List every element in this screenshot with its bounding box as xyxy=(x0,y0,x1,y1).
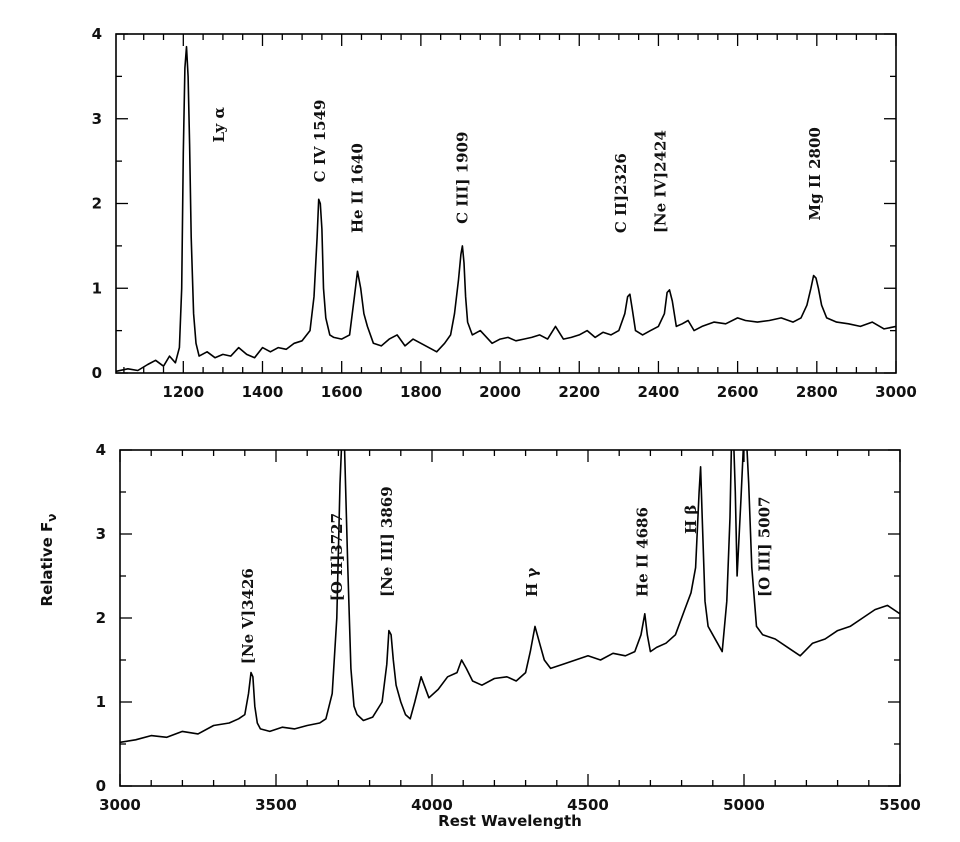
x-tick-label: 5500 xyxy=(879,796,921,814)
emission-line-label: He II 4686 xyxy=(634,507,652,597)
emission-line-label: C IV 1549 xyxy=(311,100,329,183)
y-tick-label: 3 xyxy=(96,525,106,543)
plot-frame xyxy=(119,449,901,787)
x-tick-label: 2000 xyxy=(479,383,521,401)
emission-line-label: Ly α xyxy=(210,107,228,143)
x-tick-label: 5000 xyxy=(723,796,765,814)
x-tick-label: 1200 xyxy=(162,383,204,401)
emission-line-label: Mg II 2800 xyxy=(806,127,824,220)
y-tick-label: 0 xyxy=(92,364,102,382)
emission-line-label: H γ xyxy=(523,568,541,597)
y-tick-label: 4 xyxy=(96,441,106,459)
emission-line-label: H β xyxy=(682,505,700,534)
y-tick-label: 1 xyxy=(92,279,102,297)
bottom-spectrum-panel: 3000 3500 4000 4500 5000 5500 0 1 2 3 4 [Ne V]3426 [… xyxy=(96,441,921,814)
x-tick-label: 1600 xyxy=(321,383,363,401)
y-tick-label: 1 xyxy=(96,693,106,711)
emission-line-label: [O III] 5007 xyxy=(755,496,773,597)
emission-line-label: C III] 1909 xyxy=(453,132,471,224)
spectrum-line xyxy=(116,45,896,373)
emission-line-label: [Ne IV]2424 xyxy=(651,130,669,233)
x-tick-label: 2200 xyxy=(558,383,600,401)
emission-line-label: He II 1640 xyxy=(349,143,367,233)
x-tick-label: 2600 xyxy=(717,383,759,401)
x-tick-label: 2800 xyxy=(796,383,838,401)
spectrum-line xyxy=(120,450,900,744)
emission-line-label: [Ne III] 3869 xyxy=(378,486,396,597)
emission-line-label: C II]2326 xyxy=(612,153,630,233)
x-tick-label: 4500 xyxy=(567,796,609,814)
y-axis-title-subscript: ν xyxy=(45,514,59,522)
y-axis-title: Relative Fν xyxy=(38,514,59,607)
x-axis-title: Rest Wavelength xyxy=(438,812,582,830)
y-tick-label: 3 xyxy=(92,110,102,128)
y-axis-title-main: Relative F xyxy=(38,522,56,607)
x-tick-label: 3500 xyxy=(255,796,297,814)
x-tick-label: 1400 xyxy=(242,383,284,401)
plot-frame xyxy=(115,33,897,374)
x-tick-label: 3000 xyxy=(875,383,917,401)
emission-line-label: [Ne V]3426 xyxy=(239,568,257,664)
emission-line-label: [O II]3727 xyxy=(328,513,346,601)
x-tick-label: 1800 xyxy=(400,383,442,401)
x-tick-label: 4000 xyxy=(411,796,453,814)
top-spectrum-panel: 1200 1400 1600 1800 2000 2200 2400 2600 2800 3000… xyxy=(92,25,917,401)
y-tick-label: 0 xyxy=(96,777,106,795)
y-tick-label: 2 xyxy=(92,195,102,213)
y-tick-label: 4 xyxy=(92,25,102,43)
y-tick-label: 2 xyxy=(96,609,106,627)
x-tick-label: 2400 xyxy=(638,383,680,401)
x-tick-label: 3000 xyxy=(99,796,141,814)
